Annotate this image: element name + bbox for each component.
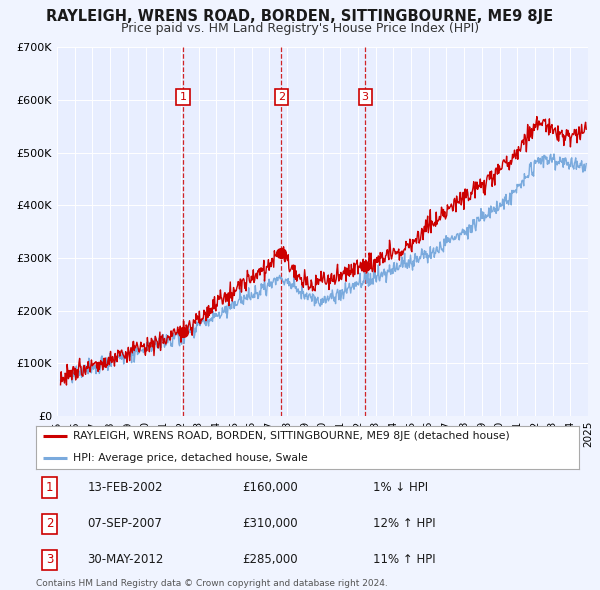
Text: 30-MAY-2012: 30-MAY-2012 (88, 553, 164, 566)
Text: £285,000: £285,000 (242, 553, 298, 566)
Text: 3: 3 (46, 553, 53, 566)
Text: 3: 3 (362, 92, 368, 102)
Text: 1: 1 (46, 481, 53, 494)
Text: £160,000: £160,000 (242, 481, 298, 494)
Text: 2: 2 (46, 517, 53, 530)
Text: 1: 1 (179, 92, 187, 102)
Text: Contains HM Land Registry data © Crown copyright and database right 2024.
This d: Contains HM Land Registry data © Crown c… (36, 579, 388, 590)
Text: 2: 2 (278, 92, 285, 102)
Text: HPI: Average price, detached house, Swale: HPI: Average price, detached house, Swal… (73, 453, 308, 463)
Text: £310,000: £310,000 (242, 517, 298, 530)
Text: 07-SEP-2007: 07-SEP-2007 (88, 517, 163, 530)
Text: 12% ↑ HPI: 12% ↑ HPI (373, 517, 435, 530)
Text: RAYLEIGH, WRENS ROAD, BORDEN, SITTINGBOURNE, ME9 8JE: RAYLEIGH, WRENS ROAD, BORDEN, SITTINGBOU… (46, 9, 554, 24)
Text: 13-FEB-2002: 13-FEB-2002 (88, 481, 163, 494)
Text: Price paid vs. HM Land Registry's House Price Index (HPI): Price paid vs. HM Land Registry's House … (121, 22, 479, 35)
Text: RAYLEIGH, WRENS ROAD, BORDEN, SITTINGBOURNE, ME9 8JE (detached house): RAYLEIGH, WRENS ROAD, BORDEN, SITTINGBOU… (73, 431, 509, 441)
Text: 1% ↓ HPI: 1% ↓ HPI (373, 481, 428, 494)
Text: 11% ↑ HPI: 11% ↑ HPI (373, 553, 435, 566)
